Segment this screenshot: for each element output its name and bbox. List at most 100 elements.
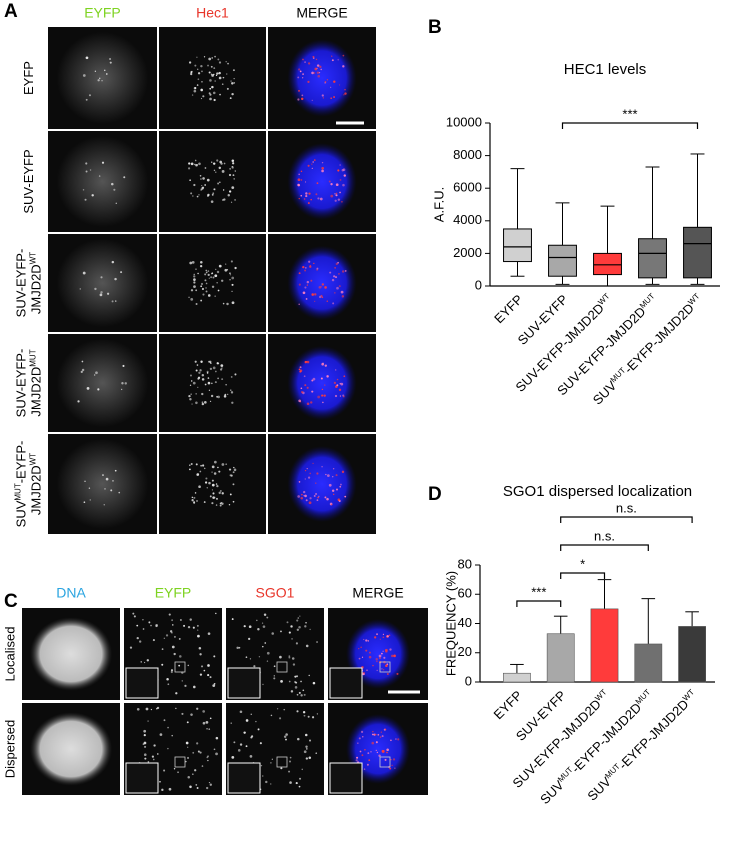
row-label-part: MUT <box>13 483 22 500</box>
row-label: JMJD2DWT <box>28 252 44 314</box>
spot <box>375 741 378 744</box>
spot <box>129 646 133 649</box>
spot <box>391 764 393 766</box>
spot <box>216 484 219 488</box>
spot <box>217 466 219 469</box>
spot <box>196 84 199 86</box>
significance-bracket <box>560 572 606 579</box>
significance-bracket <box>560 516 693 523</box>
spot <box>205 269 208 272</box>
spot <box>260 765 263 767</box>
spot <box>276 708 279 710</box>
spot <box>218 61 222 64</box>
spot <box>194 492 197 494</box>
spot <box>316 67 318 69</box>
spot <box>315 492 318 496</box>
spot <box>229 168 231 170</box>
spot <box>379 638 381 640</box>
spot <box>227 393 229 395</box>
spot <box>226 73 228 75</box>
x-tick-label-part: EYFP <box>491 292 526 327</box>
spot <box>331 278 335 282</box>
spot <box>223 162 226 165</box>
spot <box>258 656 261 658</box>
spot <box>89 169 92 171</box>
spot <box>298 691 301 694</box>
spot <box>312 462 314 465</box>
spot <box>81 368 85 372</box>
spot <box>211 465 215 469</box>
spot <box>334 394 338 398</box>
row-label-part: JMJD2D <box>29 465 44 515</box>
spot <box>220 364 224 367</box>
spot <box>359 750 362 753</box>
spot <box>385 650 388 653</box>
spot <box>361 656 364 658</box>
spot <box>310 279 313 282</box>
spot <box>202 464 205 467</box>
spot <box>302 265 305 269</box>
spot <box>94 287 97 291</box>
x-tick-label-part: MUT <box>633 687 652 706</box>
spot <box>297 76 300 79</box>
spot <box>231 82 234 85</box>
y-tick-label: 10000 <box>446 114 482 129</box>
spot <box>206 372 209 374</box>
spot <box>203 501 206 503</box>
spot <box>204 383 207 386</box>
spot <box>315 58 318 61</box>
spot <box>296 628 300 631</box>
row-label-part: WT <box>28 252 37 265</box>
spot <box>189 618 192 621</box>
spot <box>256 619 258 622</box>
row-label-part: JMJD2D <box>29 264 44 314</box>
spot <box>173 652 176 656</box>
spot <box>307 62 311 65</box>
inset <box>125 762 159 794</box>
spot <box>171 631 173 634</box>
x-tick-label-part: MUT <box>638 291 657 310</box>
significance-label: *** <box>622 106 637 121</box>
spot <box>212 496 215 499</box>
spot <box>316 499 319 502</box>
spot <box>136 707 140 711</box>
spot <box>326 474 330 478</box>
spot <box>239 710 243 714</box>
spot <box>386 748 389 752</box>
spot <box>231 401 234 404</box>
spot <box>231 618 234 620</box>
spot <box>306 467 308 470</box>
spot <box>394 767 396 769</box>
column-header: MERGE <box>296 5 347 21</box>
spot <box>339 483 342 486</box>
spot <box>225 60 227 63</box>
spot <box>228 468 232 471</box>
spot <box>209 87 212 90</box>
spot <box>201 402 205 406</box>
spot <box>208 277 210 279</box>
spot <box>343 395 345 398</box>
spot <box>336 286 339 290</box>
y-axis-label: FREQUENCY (%) <box>443 571 458 676</box>
spot <box>231 301 235 305</box>
spot <box>316 64 320 67</box>
spot <box>338 273 340 275</box>
spot <box>204 273 207 276</box>
spot <box>245 656 248 658</box>
spot <box>147 760 150 763</box>
spot <box>390 739 392 742</box>
bar <box>503 672 531 683</box>
spot <box>225 463 228 466</box>
spot <box>178 664 181 667</box>
spot <box>195 463 198 466</box>
spot <box>207 759 209 762</box>
spot <box>140 661 142 663</box>
spot <box>297 617 300 619</box>
spot <box>217 58 220 61</box>
spot <box>336 378 339 381</box>
spot <box>343 94 345 96</box>
spot <box>344 88 346 91</box>
spot <box>139 640 142 643</box>
spot <box>231 276 235 280</box>
spot <box>303 198 306 200</box>
